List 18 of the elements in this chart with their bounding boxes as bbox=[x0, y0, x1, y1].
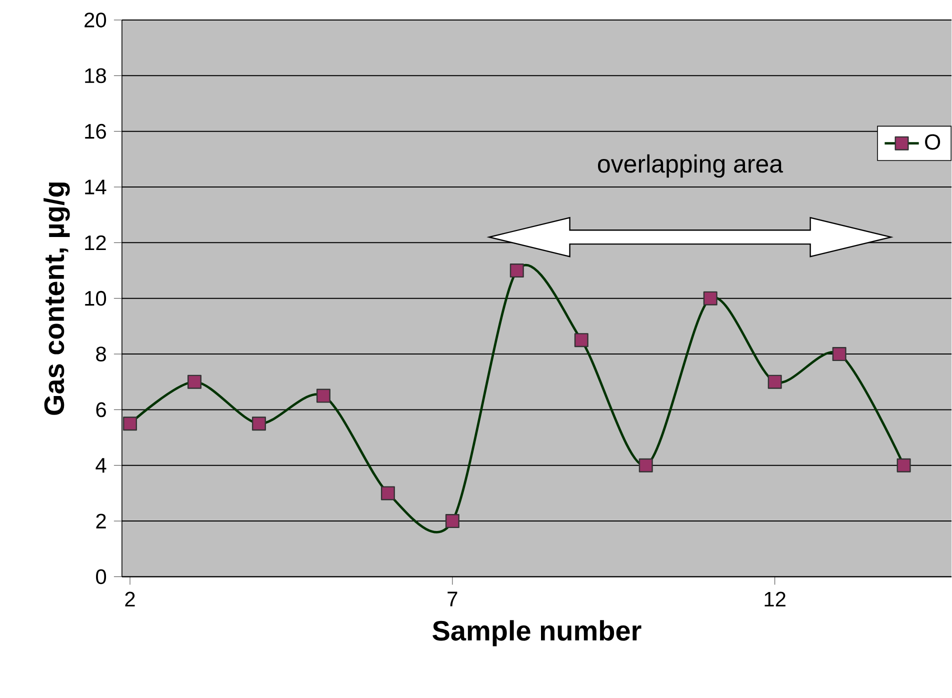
annotation: overlapping area bbox=[598, 154, 784, 178]
y-tick-label: 20 bbox=[84, 12, 106, 28]
y-tick-label: 12 bbox=[85, 236, 106, 250]
x-tick-label: 12 bbox=[764, 592, 786, 607]
y-tick-label: 10 bbox=[85, 291, 106, 306]
x-tick-label: 7 bbox=[448, 592, 458, 606]
y-tick-label: 4 bbox=[96, 458, 106, 473]
y-tick-label: 14 bbox=[85, 180, 106, 194]
y-tick-label: 6 bbox=[96, 402, 106, 418]
legend-label: O bbox=[925, 134, 940, 150]
y-tick-label: 2 bbox=[96, 514, 106, 529]
y-tick-label: 18 bbox=[85, 68, 106, 84]
y-tick-label: 16 bbox=[85, 124, 106, 139]
y-tick-label: 0 bbox=[96, 569, 106, 584]
x-axis-title: Sample number bbox=[432, 620, 642, 646]
y-tick-label: 8 bbox=[96, 346, 106, 362]
y-axis-title: Gas content, µg/g bbox=[44, 182, 70, 416]
x-tick-label: 2 bbox=[125, 592, 135, 607]
